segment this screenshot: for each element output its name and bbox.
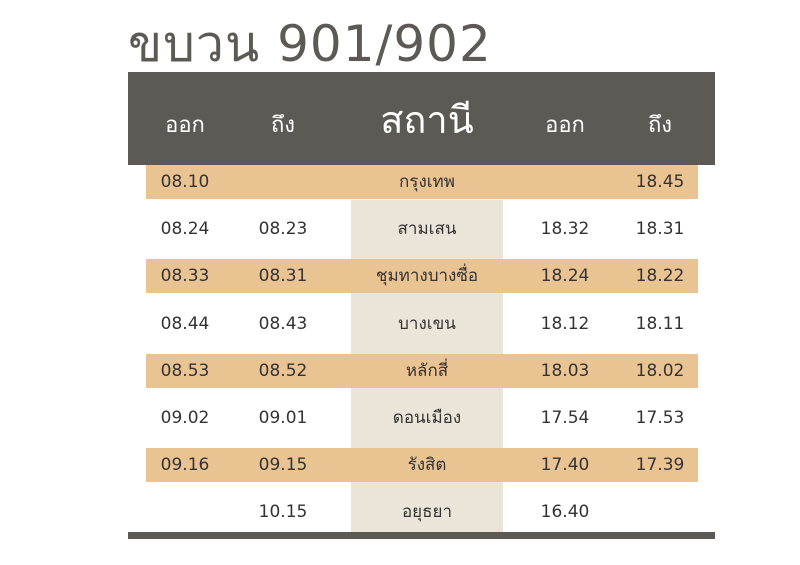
page-title: ขบวน 901/902 [128,15,492,73]
arrive-outbound: 08.43 [258,313,308,334]
header-depart-return: ออก [545,113,585,138]
arrive-outbound: 09.01 [258,408,308,428]
depart-outbound: 08.33 [160,266,210,287]
arrive-return: 18.02 [635,360,685,381]
depart-return: 18.32 [540,219,590,240]
header-arrive-outbound: ถึง [270,113,296,138]
arrive-return: 18.22 [635,266,685,287]
depart-return: 18.24 [540,266,590,287]
depart-return: 16.40 [540,502,590,523]
arrive-return: 17.39 [635,455,685,476]
row-band [146,259,698,294]
station-name: ดอนเมือง [392,408,462,428]
arrive-outbound [223,165,343,199]
row-band [146,448,698,483]
depart-outbound: 08.44 [160,313,210,334]
arrive-outbound: 08.52 [258,360,308,381]
depart-outbound: 09.02 [160,408,210,428]
table-header: ออก ถึง สถานี ออก ถึง [128,72,715,165]
depart-outbound: 08.53 [160,360,210,381]
arrive-return: 18.45 [635,172,685,192]
header-station: สถานี [380,98,474,142]
arrive-outbound: 09.15 [258,455,308,476]
station-name: รังสิต [407,455,447,476]
arrive-return [600,495,720,529]
station-name: กรุงเทพ [399,172,455,192]
row-band [146,165,698,199]
depart-outbound: 08.10 [160,172,210,192]
station-name: หลักสี่ [405,360,449,381]
depart-return: 18.03 [540,360,590,381]
depart-return: 17.40 [540,455,590,476]
arrive-return: 17.53 [635,408,685,428]
arrive-outbound: 10.15 [258,502,308,523]
header-arrive-return: ถึง [647,113,673,138]
depart-return: 18.12 [540,313,590,334]
arrive-outbound: 08.31 [258,266,308,287]
depart-return: 17.54 [540,408,590,428]
table-bottom-border [128,532,715,539]
depart-outbound: 08.24 [160,219,210,240]
arrive-return: 18.11 [635,313,685,334]
header-depart-outbound: ออก [165,113,205,138]
arrive-return: 18.31 [635,219,685,240]
depart-outbound: 09.16 [160,455,210,476]
station-name: อยุธยา [401,502,453,523]
station-name: บางเขน [398,313,456,334]
station-name: ชุมทางบางซื่อ [375,266,479,287]
row-band [146,353,698,388]
station-name: สามเสน [397,219,457,240]
arrive-outbound: 08.23 [258,219,308,240]
